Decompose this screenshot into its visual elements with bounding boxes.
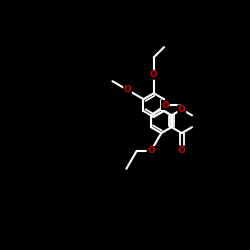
Text: O: O xyxy=(178,146,186,155)
Text: O: O xyxy=(124,86,132,94)
Text: O: O xyxy=(162,100,169,110)
Text: O: O xyxy=(178,105,186,114)
Text: O: O xyxy=(147,146,155,156)
Text: O: O xyxy=(150,70,158,79)
